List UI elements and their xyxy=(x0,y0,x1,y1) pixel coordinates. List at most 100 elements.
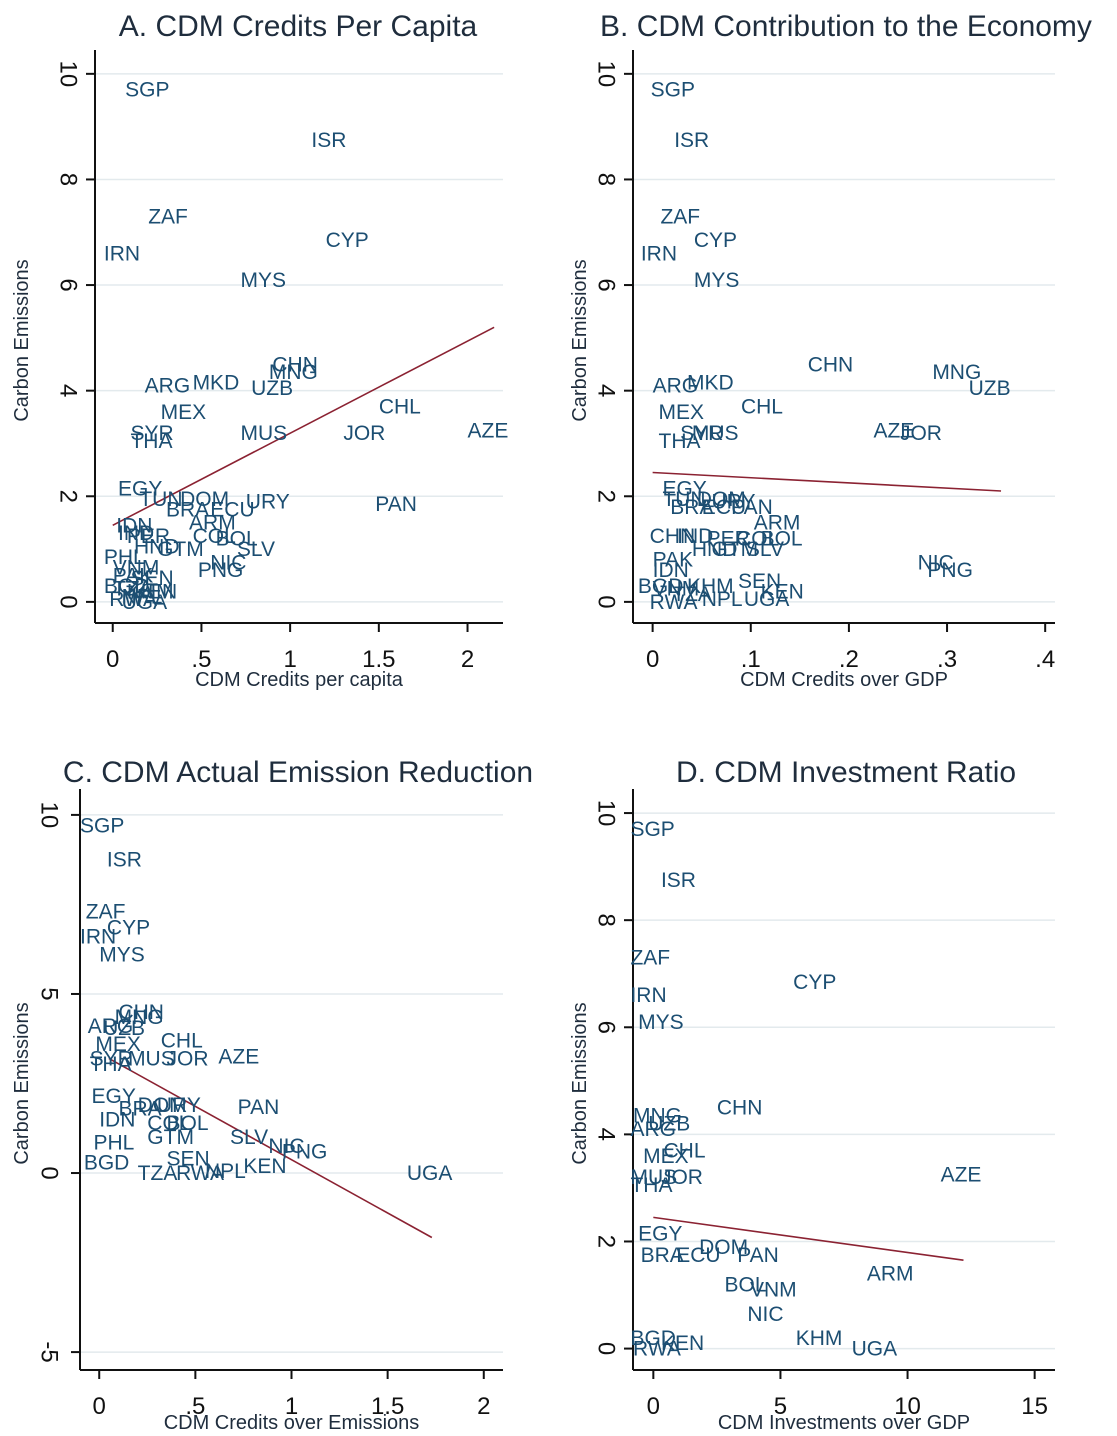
point-label: BOL xyxy=(725,1273,767,1296)
point-label: ZAF xyxy=(660,205,700,228)
y-tick-label: 6 xyxy=(593,278,620,291)
y-tick-label: 6 xyxy=(55,278,82,291)
point-label: MKD xyxy=(193,372,240,395)
point-label: KHM xyxy=(687,575,734,598)
point-label: KEN xyxy=(661,1332,704,1355)
point-label: KHM xyxy=(127,580,174,603)
point-label: JOR xyxy=(900,422,942,445)
point-label: MNG xyxy=(269,361,318,384)
point-label: IDN xyxy=(653,559,689,582)
point-label: ZAF xyxy=(630,947,670,970)
point-label: MYS xyxy=(638,1011,684,1034)
point-label: UGA xyxy=(407,1162,453,1185)
point-label: CHN xyxy=(808,353,854,376)
point-label: UGA xyxy=(122,591,168,614)
point-label: NPL xyxy=(122,586,163,609)
point-label: JOR xyxy=(167,1047,209,1070)
point-label: AZE xyxy=(468,419,509,442)
x-tick-label: .4 xyxy=(1035,646,1055,673)
panel-a: 0 2 4 6 8 10 0 .5 1 1.5 2 A. CDM Credits Per Capita… xyxy=(11,10,508,691)
panel-title: A. CDM Credits Per Capita xyxy=(119,10,478,43)
x-axis-label: CDM Investments over GDP xyxy=(718,1412,970,1434)
y-tick-label: 5 xyxy=(36,987,63,1000)
point-label: SEN xyxy=(130,567,173,590)
point-label: NIC xyxy=(268,1135,304,1158)
point-label: URY xyxy=(246,491,290,514)
point-label: DOM xyxy=(699,1236,748,1259)
point-label: ARM xyxy=(754,512,801,535)
y-tick-label: 0 xyxy=(36,1166,63,1179)
point-label: ZAF xyxy=(86,901,126,924)
point-label: COL xyxy=(193,525,236,548)
point-label: IRN xyxy=(80,926,116,949)
x-tick-label: 1.5 xyxy=(362,646,395,673)
y-tick-label: 2 xyxy=(593,1235,620,1248)
point-label: URY xyxy=(712,491,756,514)
point-label: EGY xyxy=(638,1222,682,1245)
point-label: CYP xyxy=(694,229,737,252)
point-label: ISR xyxy=(661,869,696,892)
x-tick-label: 1 xyxy=(283,646,296,673)
x-tick-label: .2 xyxy=(839,646,859,673)
x-tick-label: 0 xyxy=(647,1393,660,1420)
point-label: PAN xyxy=(238,1096,280,1119)
point-label: ARM xyxy=(867,1263,914,1286)
point-label: SGP xyxy=(80,815,124,838)
point-label: ARG xyxy=(145,374,191,397)
y-tick-label: 8 xyxy=(593,173,620,186)
point-label: UGA xyxy=(852,1338,898,1361)
point-label: NIC xyxy=(918,551,954,574)
point-label: MKD xyxy=(687,372,734,395)
point-label: ISR xyxy=(107,849,142,872)
point-label: IDN xyxy=(116,514,152,537)
fitted-line xyxy=(112,326,495,527)
point-label: CYP xyxy=(793,971,836,994)
point-label: SYR xyxy=(90,1047,133,1070)
point-label: UZB xyxy=(648,1113,690,1136)
point-label: ARG xyxy=(88,1015,134,1038)
fitted-line xyxy=(108,1057,433,1239)
point-label: KEN xyxy=(134,580,177,603)
point-label: MYS xyxy=(694,269,740,292)
point-label: BOL xyxy=(167,1112,209,1135)
point-label: THA xyxy=(90,1053,132,1076)
point-label: UZB xyxy=(969,377,1011,400)
point-label: EGY xyxy=(92,1085,136,1108)
point-label: VNM xyxy=(113,557,160,580)
y-tick-label: 10 xyxy=(593,800,620,827)
point-label: ZAF xyxy=(148,205,188,228)
point-label: BGD xyxy=(84,1151,130,1174)
point-label: NIC xyxy=(747,1303,783,1326)
point-label: HND xyxy=(134,535,180,558)
point-label: BRA xyxy=(118,1098,161,1121)
point-label: COL xyxy=(147,1112,190,1135)
point-label: IND xyxy=(118,522,154,545)
point-label: PAN xyxy=(737,1244,779,1267)
point-label: PAN xyxy=(375,493,417,516)
point-label: JOR xyxy=(661,1166,703,1189)
y-tick-label: 10 xyxy=(55,60,82,87)
y-axis-label: Carbon Emissions xyxy=(11,259,33,421)
point-label: SGP xyxy=(125,79,169,102)
point-label: EGY xyxy=(118,477,162,500)
point-label: KHM xyxy=(796,1327,843,1350)
point-label: GTM xyxy=(157,538,204,561)
point-label: CHN xyxy=(650,525,696,548)
panel-b: 0 2 4 6 8 10 0 .1 .2 .3 .4 B. CDM Contribution to t… xyxy=(569,10,1092,691)
fitted-line xyxy=(653,1216,964,1262)
point-label: THA xyxy=(630,1174,672,1197)
point-label: UZB xyxy=(251,377,293,400)
point-label: UZB xyxy=(103,1017,145,1040)
point-label: DOM xyxy=(180,488,229,511)
y-tick-label: 10 xyxy=(36,802,63,829)
y-axis-label: Carbon Emissions xyxy=(569,1002,591,1164)
point-label: TUN xyxy=(139,488,182,511)
y-tick-label: 8 xyxy=(55,173,82,186)
point-label: PNG xyxy=(282,1141,328,1164)
point-label: DOM xyxy=(697,488,746,511)
point-label: CHL xyxy=(741,396,783,419)
panel-title: C. CDM Actual Emission Reduction xyxy=(63,756,533,789)
point-label: IRN xyxy=(104,242,140,265)
x-tick-label: 0 xyxy=(106,646,119,673)
